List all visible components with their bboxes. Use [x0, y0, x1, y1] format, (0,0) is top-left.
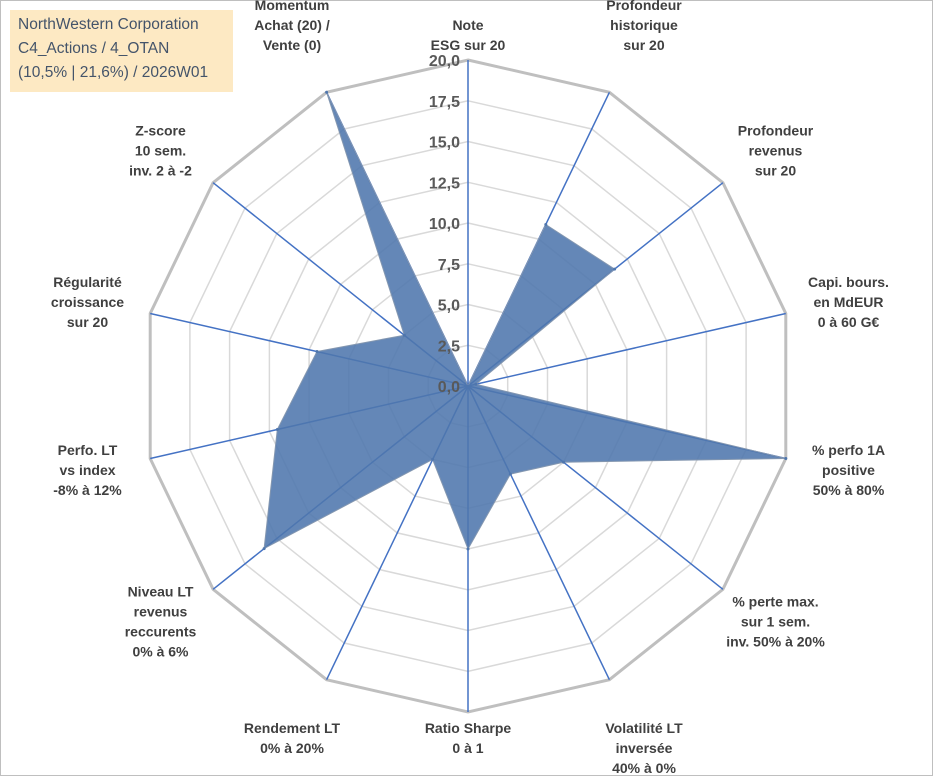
axis-label-12: Z-score 10 sem. inv. 2 à -2 [129, 122, 192, 178]
series-point-5 [562, 460, 566, 464]
axis-label-10: Perfo. LT vs index -8% à 12% [53, 442, 122, 498]
axis-spoke-3 [467, 312, 786, 387]
series-point-11 [315, 350, 319, 353]
radar-series [262, 90, 788, 551]
tick-label-6: 15,0 [429, 135, 460, 152]
axis-label-13: Momentum Achat (20) / Vente (0) [254, 0, 330, 53]
chart-title-line-3: (10,5% | 21,6%) / 2026W01 [18, 64, 209, 81]
radial-tick-labels: 0,0 2,5 5,0 7,5 10,0 12,5 15,0 17,5 20,0 [429, 53, 460, 396]
series-point-8 [431, 457, 435, 461]
series-point-10 [275, 428, 279, 431]
axis-labels: Note ESG sur 20 Profondeur historique sur 20… [51, 0, 889, 776]
axis-label-7: Ratio Sharpe 0 à 1 [425, 720, 512, 756]
tick-label-8: 20,0 [429, 53, 460, 70]
axis-label-8: Rendement LT 0% à 20% [244, 720, 341, 756]
series-point-9 [262, 547, 266, 551]
series-point-3 [474, 382, 478, 386]
tick-label-0: 0,0 [438, 379, 460, 396]
tick-label-2: 5,0 [438, 298, 460, 315]
series-point-4 [784, 457, 788, 460]
chart-title-line-1: NorthWestern Corporation [18, 16, 199, 33]
series-point-1 [544, 223, 548, 226]
axis-label-4: % perfo 1A positive 50% à 80% [812, 442, 885, 498]
series-point-6 [508, 472, 512, 476]
tick-label-3: 7,5 [438, 257, 460, 274]
series-point-0 [466, 384, 470, 388]
axis-label-1: Profondeur historique sur 20 [606, 0, 682, 53]
tick-label-7: 17,5 [429, 94, 460, 111]
axis-label-5: % perte max. sur 1 sem. inv. 50% à 20% [726, 594, 825, 650]
series-point-2 [613, 267, 617, 271]
axis-label-9: Niveau LT revenus reccurents 0% à 6% [125, 584, 197, 660]
axis-label-11: Régularité croissance sur 20 [51, 274, 124, 330]
axis-label-6: Volatilité LT inversée 40% à 0% [605, 720, 683, 776]
tick-label-5: 12,5 [429, 175, 460, 192]
chart-title-line-2: C4_Actions / 4_OTAN [18, 40, 170, 57]
chart-title-box: NorthWestern Corporation C4_Actions / 4_… [10, 10, 233, 92]
axis-label-2: Profondeur revenus sur 20 [738, 122, 814, 178]
series-point-13 [325, 90, 329, 94]
series-area [263, 91, 787, 550]
axis-label-0: Note ESG sur 20 [431, 17, 506, 53]
tick-label-4: 10,0 [429, 216, 460, 233]
axis-label-3: Capi. bours. en MdEUR 0 à 60 G€ [808, 274, 889, 330]
tick-label-1: 2,5 [438, 338, 460, 355]
series-point-12 [402, 333, 406, 337]
series-point-7 [466, 547, 470, 551]
